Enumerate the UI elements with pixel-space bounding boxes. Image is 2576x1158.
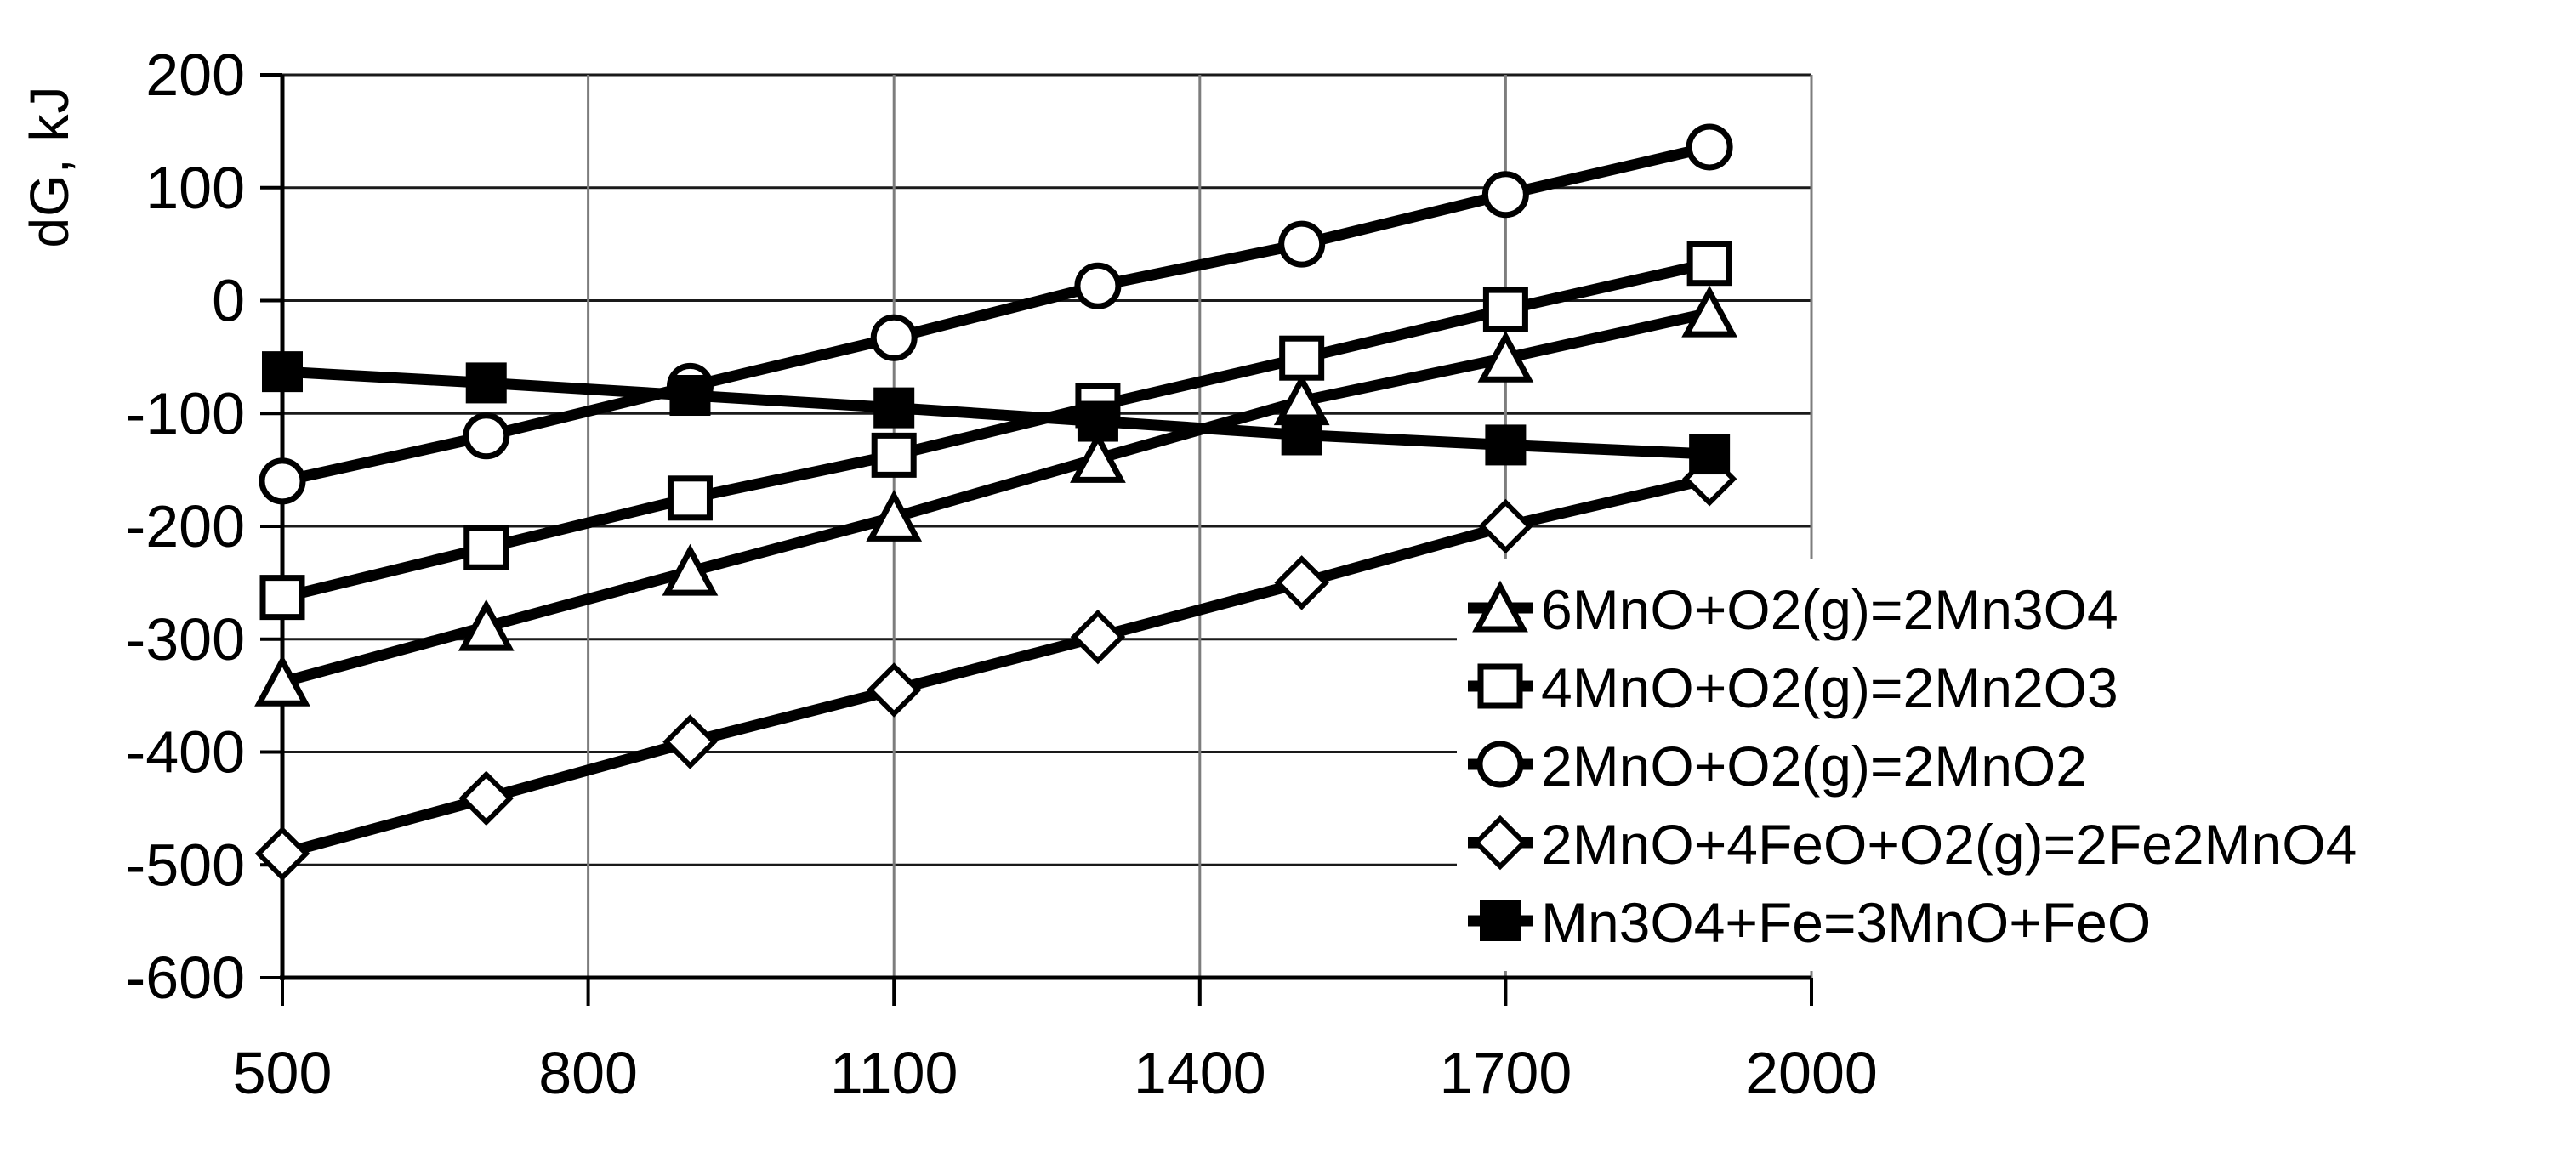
x-tick-label: 2000 [1745,1040,1878,1106]
x-tick-label: 1100 [830,1040,958,1106]
x-tick-label: 1700 [1440,1040,1572,1106]
circle-marker [1481,171,1529,219]
filled-square-marker [1281,414,1322,456]
legend-item: 4MnO+O2(g)=2Mn2O3 [1468,656,2118,719]
y-tick-label: -300 [126,606,245,673]
triangle-marker [1070,430,1126,483]
square-marker [1279,335,1325,381]
x-tick-label: 800 [538,1040,638,1106]
filled-square-marker [873,387,915,429]
triangle-marker [866,490,923,542]
diamond-marker [254,826,310,882]
filled-square-marker [669,375,711,417]
series-line [276,473,1715,860]
circle-marker [259,457,306,505]
series-line [276,258,1715,604]
legend-background [1457,559,2522,971]
square-marker [1686,241,1732,287]
square-marker [1477,663,1523,709]
circle-marker [1476,741,1524,788]
series-square-white [259,241,1732,621]
diamond-marker [1274,555,1329,610]
triangle-marker [662,543,719,596]
circle-marker [1278,220,1326,268]
square-marker [667,475,713,521]
diamond-marker [458,770,514,826]
filled-square-marker [1077,400,1118,442]
y-tick-label: -600 [126,945,245,1011]
series-circle-white [259,123,1733,505]
filled-square-marker [262,351,303,393]
legend-label: Mn3O4+Fe=3MnO+FeO [1541,891,2151,954]
legend-label: 2MnO+O2(g)=2MnO2 [1541,735,2087,798]
y-tick-label: -500 [126,832,245,898]
circle-marker [463,412,510,460]
x-tick-label: 500 [233,1040,333,1106]
y-tick-label: -200 [126,493,245,559]
y-tick-label: -400 [126,719,245,786]
square-marker [463,525,509,570]
y-tick-label: -100 [126,380,245,446]
filled-square-marker [1485,424,1527,466]
diamond-marker [866,662,922,718]
series-diamond-white [254,451,1737,882]
circle-marker [1686,123,1733,171]
circle-marker [870,314,918,361]
legend: 6MnO+O2(g)=2Mn3O4 4MnO+O2(g)=2Mn2O3 2MnO+O… [1457,559,2522,971]
legend-item: 6MnO+O2(g)=2Mn3O4 [1468,578,2118,641]
filled-square-marker [465,362,507,404]
y-tick-label: 0 [212,268,245,334]
filled-square-marker [1480,900,1521,941]
circle-marker [1074,262,1122,309]
legend-item: Mn3O4+Fe=3MnO+FeO [1468,891,2151,954]
diamond-marker [1472,815,1528,871]
diamond-marker [662,714,718,769]
series-line [276,141,1715,487]
triangle-marker [254,654,310,707]
series-line [276,307,1715,688]
legend-item: 2MnO+4FeO+O2(g)=2Fe2MnO4 [1468,813,2357,876]
triangle-marker [1472,580,1528,633]
triangle-marker [1681,285,1738,338]
y-tick-label: 200 [145,42,245,108]
y-tick-label: 100 [145,155,245,221]
legend-label: 2MnO+4FeO+O2(g)=2Fe2MnO4 [1541,813,2357,876]
series-square-black [262,351,1731,475]
legend-label: 6MnO+O2(g)=2Mn3O4 [1541,578,2118,641]
triangle-marker [1477,330,1534,383]
legend-item: 2MnO+O2(g)=2MnO2 [1468,735,2087,798]
legend-label: 4MnO+O2(g)=2Mn2O3 [1541,656,2118,719]
series-line [276,366,1715,460]
filled-square-marker [1689,434,1731,475]
square-marker [1482,287,1528,332]
diamond-marker [1070,609,1126,665]
square-marker [871,432,917,478]
x-tick-label: 1400 [1134,1040,1266,1106]
tick-marks: 200 100 0 -100 -200 -300 -400 -500 -600 500 800 110… [126,42,1878,1106]
triangle-marker [458,599,515,651]
square-marker [259,575,305,621]
diamond-marker [1478,498,1533,554]
